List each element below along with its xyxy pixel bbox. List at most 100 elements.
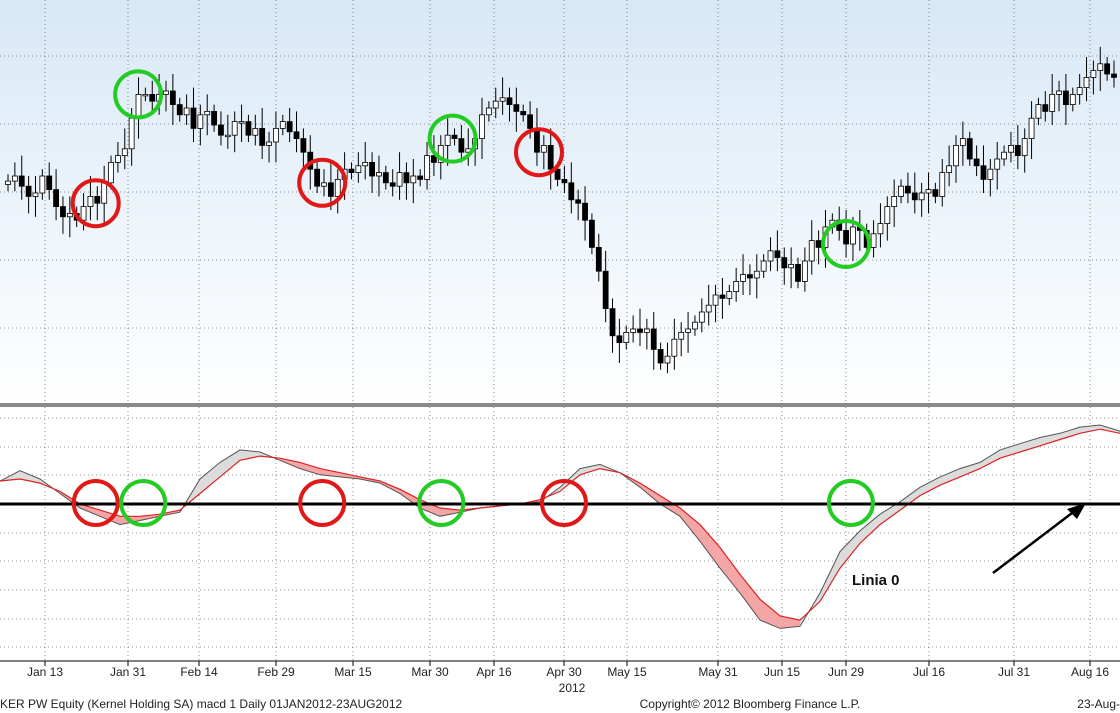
candle-down [259, 127, 266, 146]
candle-up [925, 189, 932, 194]
buy-signal-circle [427, 113, 478, 164]
sell-signal-circle [514, 127, 564, 178]
candle-up [733, 280, 740, 292]
candle-up [362, 161, 369, 167]
candle-up [163, 90, 169, 95]
x-tick-label: Feb 14 [180, 665, 218, 679]
candle-down [513, 104, 520, 112]
candle-down [966, 138, 973, 160]
candlestick-series [5, 46, 1117, 374]
candle-up [108, 161, 114, 184]
candle-up [891, 195, 898, 207]
x-tick-label: Jan 13 [27, 665, 63, 679]
candle-down [795, 263, 801, 282]
candle-up [918, 192, 925, 201]
macd-fill-positive [240, 449, 260, 461]
candle-up [252, 127, 259, 136]
macd-sell-circle [71, 479, 120, 527]
arrow-head [1067, 503, 1086, 519]
candle-up [939, 172, 946, 197]
footer-right: 23-Aug- [1077, 697, 1120, 711]
candle-down [431, 155, 437, 163]
candle-up [1090, 70, 1097, 78]
candle-up [712, 294, 719, 306]
zero-line-label: Linia 0 [852, 572, 900, 589]
candle-down [25, 185, 32, 197]
candle-up [1001, 151, 1007, 160]
candle-up [183, 107, 190, 116]
candle-down [94, 195, 101, 204]
x-axis: Jan 13 Jan 31 Feb 14 Feb 29 Mar 15 Mar 30 Apr … [27, 661, 1109, 679]
candle-down [973, 158, 980, 167]
candle-down [582, 202, 588, 221]
candle-down [1014, 144, 1021, 156]
candle-up [870, 233, 877, 248]
candle-up [197, 114, 204, 129]
candle-down [561, 178, 568, 184]
candle-down [286, 121, 293, 133]
macd-fill-negative [760, 599, 780, 629]
candle-up [1049, 94, 1056, 112]
candle-up [32, 192, 39, 197]
candle-up [630, 328, 637, 333]
candle-up [994, 158, 1001, 170]
panel-separator [0, 403, 1120, 407]
candle-down [616, 335, 623, 343]
candle-up [953, 144, 959, 167]
macd-fill-positive [880, 501, 900, 525]
candle-up [540, 144, 547, 153]
candle-down [650, 328, 657, 350]
candle-up [705, 304, 712, 313]
candle-up [1083, 77, 1090, 89]
macd-panel-background [0, 407, 1120, 661]
candle-up [946, 165, 953, 174]
candle-up [396, 172, 403, 187]
arrow-shaft [992, 509, 1077, 574]
macd-sell-circle [540, 479, 588, 527]
candle-down [1111, 73, 1117, 78]
candle-down [637, 328, 643, 333]
candle-up [266, 141, 272, 146]
macd-buy-circle [826, 479, 875, 527]
candle-down [568, 182, 575, 201]
candle-down [293, 131, 300, 140]
candle-up [959, 138, 966, 146]
macd-fill-negative [740, 574, 760, 621]
year-label: 2012 [559, 681, 586, 695]
candle-up [115, 155, 121, 163]
candle-down [211, 111, 217, 126]
macd-fill-negative [700, 524, 720, 569]
candle-down [417, 175, 424, 180]
candle-down [327, 182, 334, 197]
macd-sell-circle [298, 479, 347, 527]
candle-up [87, 195, 94, 207]
candle-down [774, 250, 781, 259]
macd-fill-positive [920, 476, 940, 496]
price-grid [0, 0, 1120, 403]
candle-down [547, 144, 554, 170]
candle-down [458, 138, 465, 153]
candle-down [520, 111, 527, 116]
x-tick-label: Apr 30 [546, 665, 582, 679]
candle-down [506, 97, 513, 106]
candle-down [980, 165, 987, 180]
candle-up [1076, 87, 1083, 95]
macd-fill-positive [1040, 433, 1060, 446]
macd-fill-positive [1100, 425, 1120, 434]
candle-down [1104, 63, 1111, 75]
candle-up [850, 226, 856, 245]
buy-signal-circle [113, 69, 164, 120]
candle-up [678, 331, 685, 340]
candle-up [128, 117, 135, 150]
candle-up [355, 165, 362, 174]
x-tick-label: Aug 16 [1071, 665, 1109, 679]
arrow-annotation [992, 503, 1086, 574]
x-tick-label: Mar 30 [411, 665, 449, 679]
candle-up [410, 175, 417, 184]
candle-down [815, 240, 822, 248]
x-tick-label: Jul 16 [913, 665, 945, 679]
candle-up [273, 127, 279, 143]
macd-fill-negative [640, 483, 660, 504]
macd-fill-positive [860, 514, 880, 544]
